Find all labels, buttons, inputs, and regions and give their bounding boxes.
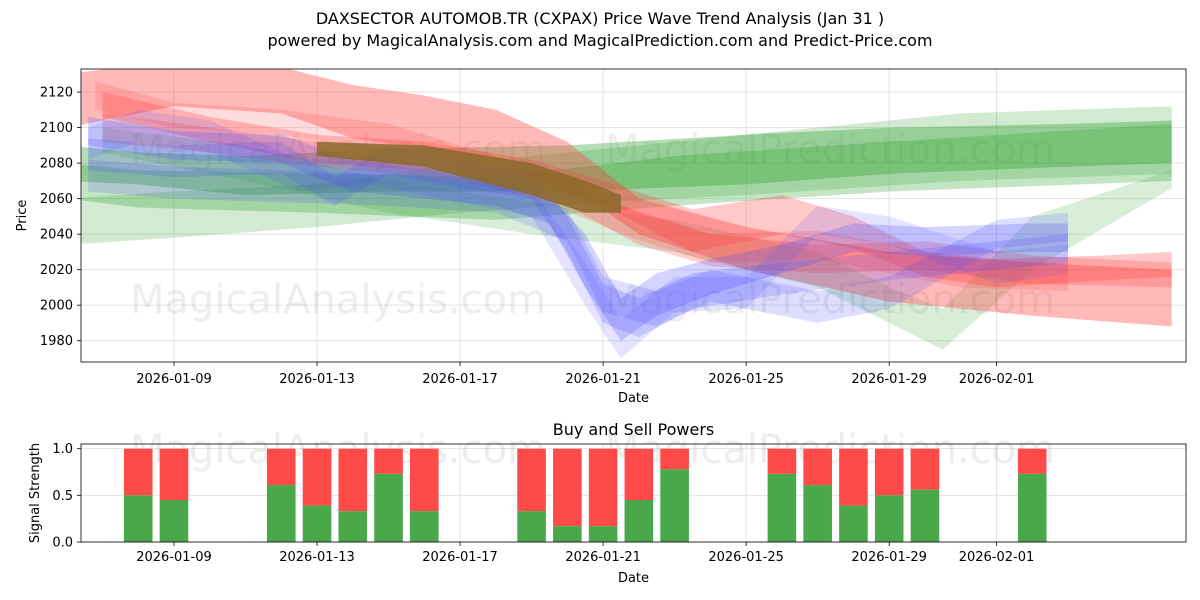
sell-power-bar	[266, 448, 296, 486]
sell-power-bar	[588, 448, 618, 527]
buy-power-bar	[839, 505, 868, 542]
y-tick-label: 2100	[40, 121, 73, 136]
main-ticks: 1980 2000 2020 2040 2060 2080 2100 2120 2026-01-…	[40, 86, 1034, 387]
x-tick-label: 2026-01-21	[565, 372, 641, 387]
sell-power-bar	[409, 448, 439, 512]
y-axis-label: Price	[15, 200, 30, 232]
sell-power-bar	[159, 448, 189, 500]
sell-power-bar	[839, 448, 868, 506]
buy-power-bar	[553, 526, 582, 542]
buy-power-bar	[409, 511, 439, 542]
buy-power-bar	[660, 469, 689, 542]
buy-power-bar	[588, 526, 618, 542]
chart-title: DAXSECTOR AUTOMOB.TR (CXPAX) Price Wave …	[315, 9, 885, 28]
y-tick-label: 0.5	[52, 489, 73, 504]
x-tick-label: 2026-01-17	[422, 372, 498, 387]
price-band-red	[81, 69, 1172, 327]
price-band-blue	[88, 116, 1068, 341]
y-tick-label: 1980	[40, 334, 73, 349]
x-tick-label: 2026-01-13	[279, 372, 355, 387]
buy-power-bar	[266, 485, 296, 542]
x-tick-label: 2026-02-01	[959, 372, 1035, 387]
sell-power-bar	[910, 448, 940, 490]
buy-power-bar	[123, 495, 153, 542]
price-band-blue	[88, 159, 1068, 327]
x-tick-label: 2026-01-29	[851, 550, 927, 565]
price-band-blue	[88, 138, 1068, 338]
x-tick-label: 2026-02-01	[959, 550, 1035, 565]
x-tick-label: 2026-01-25	[708, 550, 784, 565]
buy-power-bar	[159, 500, 189, 542]
buy-power-bar	[338, 511, 368, 542]
watermark-text: MagicalPrediction.com	[605, 277, 1055, 323]
watermark-text: MagicalAnalysis.com	[130, 277, 546, 323]
y-tick-label: 0.0	[52, 536, 73, 551]
sell-power-bar	[660, 448, 689, 470]
watermarks-main: MagicalAnalysis.com MagicalPrediction.com…	[130, 127, 1055, 323]
watermark-text: MagicalAnalysis.com	[130, 427, 546, 473]
x-tick-label: 2026-01-13	[279, 550, 355, 565]
sell-power-bar	[123, 448, 153, 496]
sell-power-bar	[553, 448, 582, 527]
y-tick-label: 1.0	[52, 442, 73, 457]
buy-power-bar	[302, 505, 332, 542]
watermark-text: MagicalPrediction.com	[605, 127, 1055, 173]
y-tick-label: 2020	[40, 263, 73, 278]
buy-power-bar	[374, 473, 403, 542]
y-axis-label: Signal Strength	[28, 443, 43, 543]
x-tick-label: 2026-01-09	[136, 372, 212, 387]
x-tick-label: 2026-01-17	[422, 550, 498, 565]
buy-power-bar	[517, 511, 546, 542]
price-band-green	[102, 127, 1172, 350]
x-axis-label: Date	[618, 391, 649, 406]
sell-power-bar	[803, 448, 832, 486]
price-band-red	[102, 92, 1172, 288]
sell-power-bar	[302, 448, 332, 506]
chart-subtitle: powered by MagicalAnalysis.com and Magic…	[267, 31, 933, 50]
sell-power-bar	[767, 448, 797, 474]
price-wave-bands	[81, 69, 1172, 359]
sell-power-bar	[624, 448, 654, 500]
price-band-red	[95, 81, 1069, 292]
price-band-green	[81, 120, 1172, 196]
x-tick-label: 2026-01-09	[136, 550, 212, 565]
x-axis-label: Date	[618, 571, 649, 586]
sell-power-bar	[338, 448, 368, 512]
x-tick-label: 2026-01-25	[708, 372, 784, 387]
y-tick-label: 2120	[40, 86, 73, 101]
buy-power-bar	[624, 500, 654, 542]
sub-chart-title: Buy and Sell Powers	[553, 420, 715, 439]
price-band-brown	[317, 141, 621, 213]
y-tick-label: 2060	[40, 192, 73, 207]
sub-ticks: 0.0 0.5 1.0 2026-01-09 2026-01-13 2026-01-17 2…	[52, 442, 1034, 565]
signal-bars	[123, 448, 1047, 542]
x-tick-label: 2026-01-21	[565, 550, 641, 565]
price-band-green	[81, 106, 1172, 244]
sell-power-bar	[874, 448, 904, 496]
buy-power-bar	[910, 489, 940, 542]
sell-power-bar	[517, 448, 546, 512]
sell-power-bar	[1017, 448, 1047, 474]
y-tick-label: 2080	[40, 157, 73, 172]
main-grid	[81, 69, 1186, 362]
buy-power-bar	[874, 495, 904, 542]
buy-power-bar	[767, 473, 797, 542]
sub-axes-frame	[80, 443, 1187, 543]
buy-power-bar	[803, 485, 832, 542]
price-band-green	[81, 124, 1172, 220]
main-axes-frame	[80, 68, 1187, 363]
y-tick-label: 2000	[40, 299, 73, 314]
buy-power-bar	[1017, 473, 1047, 542]
price-band-blue	[88, 109, 1068, 359]
y-tick-label: 2040	[40, 228, 73, 243]
x-tick-label: 2026-01-29	[851, 372, 927, 387]
sell-power-bar	[374, 448, 403, 474]
